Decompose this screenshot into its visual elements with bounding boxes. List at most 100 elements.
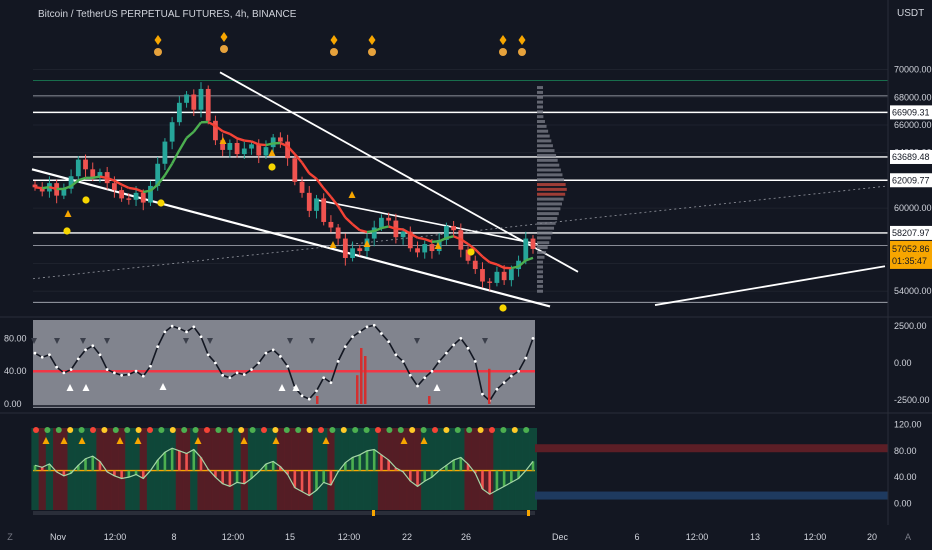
momentum-warning-triangle (322, 437, 330, 444)
momentum-zone (486, 428, 494, 510)
oscillator-point (199, 335, 203, 339)
momentum-state-dot (181, 427, 188, 433)
candle (443, 226, 449, 240)
oscillator-pane: 80.00 40.00 0.00 2500.00 0.00 -2500.00 (4, 320, 930, 409)
volume-delta-bar (316, 396, 319, 404)
volume-profile-bar (537, 168, 561, 172)
momentum-zone (139, 428, 148, 510)
momentum-histogram-bar (510, 470, 513, 483)
momentum-warning-triangle (116, 437, 124, 444)
momentum-state-dot (249, 427, 256, 433)
volume-profile-bar (537, 270, 543, 274)
osc-y-tick-right: 0.00 (894, 358, 912, 368)
buy-triangle-marker (64, 210, 72, 217)
momentum-histogram-bar (358, 454, 362, 471)
timezone-button[interactable]: Z (7, 532, 13, 542)
momentum-histogram-bar (77, 465, 80, 471)
osc-y-tick-right: -2500.00 (894, 395, 930, 405)
momentum-warning-triangle (194, 437, 202, 444)
volume-profile-bar (537, 110, 543, 114)
ema-ribbon-segment (92, 175, 101, 180)
x-tick-label: 12:00 (686, 532, 709, 542)
oscillator-point (322, 376, 326, 380)
volume-profile-bar (537, 120, 545, 124)
ema-ribbon-segment (258, 143, 267, 147)
osc-y-tick-left: 80.00 (4, 333, 27, 343)
momentum-upper-band (535, 444, 888, 453)
momentum-zone (413, 428, 422, 510)
ema-ribbon-segment (517, 259, 527, 268)
oscillator-point (214, 361, 217, 365)
x-tick-label: Nov (50, 532, 67, 542)
level-label-66909: 66909.31 (892, 107, 930, 117)
signal-circle-marker (330, 48, 338, 56)
ema-ribbon-segment (351, 223, 361, 232)
osc-sell-arrow (183, 338, 189, 344)
auto-scale-button[interactable]: A (904, 532, 911, 542)
momentum-state-dot (329, 427, 336, 433)
momentum-histogram-bar (372, 449, 376, 471)
momentum-zone (233, 428, 242, 510)
momentum-zone (146, 428, 155, 510)
signal-circle-marker (220, 45, 228, 53)
momentum-warning-triangle (60, 437, 68, 444)
oscillator-point (170, 324, 174, 328)
osc-sell-arrow (414, 338, 420, 344)
candle (90, 169, 96, 178)
volume-profile-bar (537, 90, 543, 94)
momentum-y-tick: 120.00 (894, 420, 922, 430)
momentum-zone (320, 428, 328, 510)
oscillator-point (336, 359, 340, 363)
momentum-zone (226, 428, 234, 510)
candle (61, 188, 67, 196)
ema-ribbon-segment (128, 186, 137, 191)
buy-triangle-marker (348, 191, 356, 198)
momentum-zone (110, 428, 119, 510)
currency-label[interactable]: USDT (897, 8, 925, 19)
ema-ribbon-segment (163, 162, 174, 176)
volume-profile-bar (537, 149, 555, 153)
volume-profile-bar (537, 231, 553, 235)
x-tick-label: 8 (171, 532, 176, 542)
momentum-histogram-bar (495, 470, 499, 491)
momentum-zone (247, 428, 256, 510)
volume-profile-bar (537, 95, 543, 99)
x-tick-label: 12:00 (222, 532, 245, 542)
candle (39, 187, 45, 192)
momentum-warning-triangle (240, 437, 248, 444)
momentum-histogram-bar (228, 470, 232, 487)
momentum-state-dot (226, 427, 233, 433)
oscillator-point (416, 384, 419, 388)
oscillator-point (351, 335, 354, 339)
momentum-histogram-bar (156, 460, 159, 471)
momentum-state-dot (363, 427, 370, 433)
momentum-histogram-bar (394, 467, 398, 471)
momentum-state-dot (352, 427, 359, 433)
volume-profile-bar (537, 207, 561, 211)
candle (350, 248, 355, 258)
level-label-63689-bg (890, 149, 932, 164)
x-tick-label: 26 (461, 532, 471, 542)
volume-profile-bar (537, 115, 544, 119)
momentum-histogram-bar (430, 470, 434, 478)
volume-profile-bar (537, 289, 543, 293)
oscillator-point (524, 356, 528, 360)
oscillator-point (466, 346, 470, 350)
momentum-zone (291, 428, 299, 510)
oscillator-point (481, 392, 484, 396)
oscillator-point (84, 348, 87, 352)
candle (249, 144, 254, 149)
volume-profile-bar (537, 221, 556, 225)
oscillator-point (473, 359, 477, 363)
momentum-histogram-bar (466, 464, 470, 471)
ema-ribbon-segment (34, 186, 43, 190)
oscillator-point (149, 364, 152, 368)
ema-ribbon-segment (409, 232, 419, 239)
ema-ribbon-segment (467, 243, 476, 251)
momentum-histogram-bar (141, 470, 145, 479)
momentum-state-dot (283, 427, 290, 433)
candle (371, 227, 377, 239)
momentum-histogram-bar (300, 470, 304, 492)
ema-ribbon-segment (279, 141, 289, 148)
